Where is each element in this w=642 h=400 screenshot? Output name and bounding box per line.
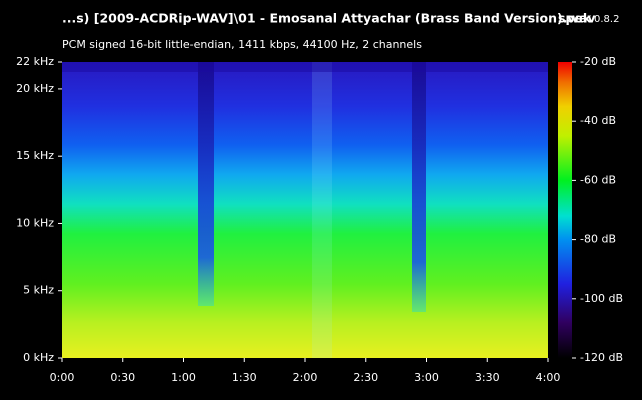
colorbar-tick-label: -100 dB <box>580 292 623 305</box>
y-tick-label: 22 kHz <box>16 55 54 68</box>
colorbar-tick-label: -60 dB <box>580 173 616 186</box>
quiet-band <box>198 62 214 306</box>
colorbar-tick-label: -40 dB <box>580 114 616 127</box>
quiet-band <box>412 62 426 312</box>
app-version: 0.8.2 <box>594 14 619 25</box>
file-title: ...s) [2009-ACDRip-WAV]\01 - Emosanal At… <box>62 11 596 26</box>
x-tick-label: 0:00 <box>50 371 75 384</box>
x-tick-label: 3:30 <box>475 371 500 384</box>
x-tick-label: 1:30 <box>232 371 257 384</box>
y-tick-label: 0 kHz <box>23 351 54 364</box>
x-tick-label: 4:00 <box>536 371 561 384</box>
x-tick-label: 1:00 <box>171 371 196 384</box>
x-tick-label: 2:00 <box>293 371 318 384</box>
y-tick-label: 10 kHz <box>16 216 54 229</box>
colorbar-tick-label: -20 dB <box>580 55 616 68</box>
spectrogram-image <box>62 62 548 358</box>
x-tick-label: 3:00 <box>414 371 439 384</box>
y-tick-label: 15 kHz <box>16 149 54 162</box>
spectrogram <box>62 62 548 358</box>
app-name: spek <box>558 11 592 26</box>
x-tick-label: 2:30 <box>353 371 378 384</box>
y-tick-label: 5 kHz <box>23 284 54 297</box>
x-tick-label: 0:30 <box>110 371 135 384</box>
y-tick-label: 20 kHz <box>16 82 54 95</box>
colorbar-tick-label: -120 dB <box>580 351 623 364</box>
bright-band <box>312 62 332 358</box>
colorbar-tick-label: -80 dB <box>580 233 616 246</box>
stream-info: PCM signed 16-bit little-endian, 1411 kb… <box>62 38 422 51</box>
top-band <box>62 62 548 72</box>
color-bar <box>558 62 572 358</box>
